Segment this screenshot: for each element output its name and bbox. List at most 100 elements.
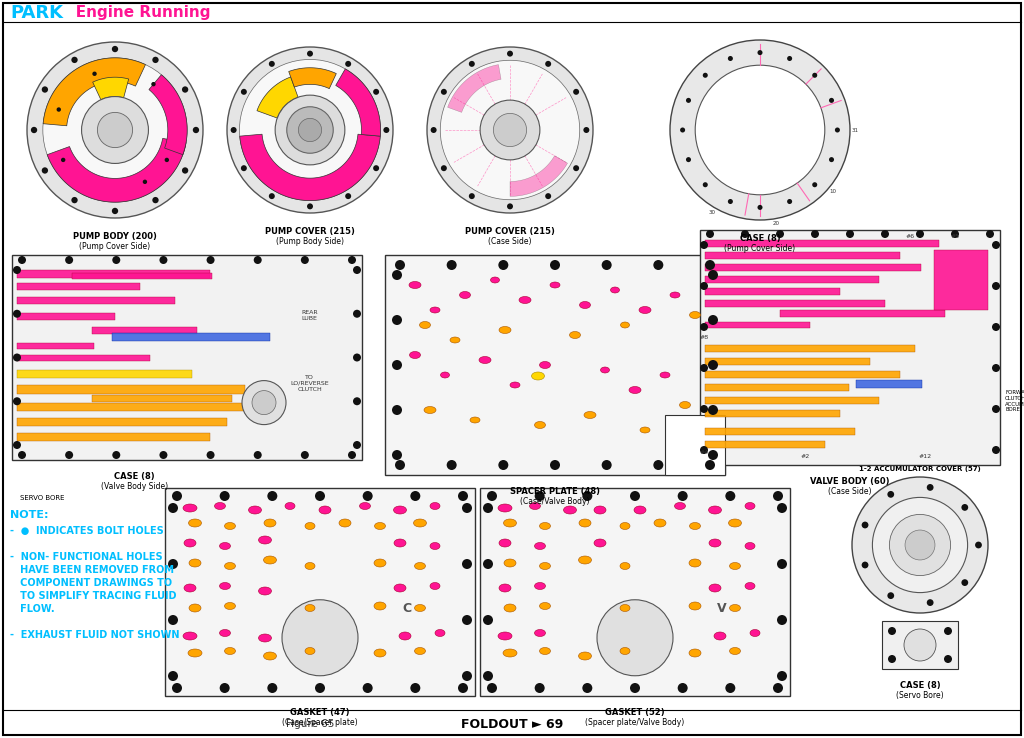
Circle shape [18, 256, 26, 264]
Ellipse shape [394, 539, 406, 547]
Circle shape [700, 405, 708, 413]
Polygon shape [240, 134, 380, 201]
Ellipse shape [579, 556, 592, 564]
Circle shape [345, 61, 351, 67]
Circle shape [905, 530, 935, 560]
Circle shape [777, 671, 787, 681]
Ellipse shape [189, 559, 201, 567]
Ellipse shape [498, 632, 512, 640]
Circle shape [777, 615, 787, 625]
Ellipse shape [410, 351, 421, 359]
Ellipse shape [258, 536, 271, 544]
Circle shape [706, 230, 714, 238]
Ellipse shape [263, 556, 276, 564]
Circle shape [725, 491, 735, 501]
Circle shape [776, 230, 784, 238]
Ellipse shape [621, 322, 630, 328]
Text: (Spacer plate/Valve Body): (Spacer plate/Valve Body) [586, 718, 685, 727]
Ellipse shape [224, 562, 236, 570]
Text: TO
LO/REVERSE
CLUTCH: TO LO/REVERSE CLUTCH [290, 375, 329, 392]
Ellipse shape [305, 523, 315, 529]
Ellipse shape [435, 630, 445, 636]
Ellipse shape [440, 372, 450, 378]
Ellipse shape [305, 647, 315, 655]
Circle shape [242, 381, 286, 424]
Bar [700, 230, 1000, 465]
Bar [705, 288, 840, 295]
Text: CASE (8): CASE (8) [900, 681, 940, 690]
Circle shape [307, 51, 313, 57]
Polygon shape [43, 58, 145, 125]
Circle shape [348, 451, 356, 459]
Ellipse shape [249, 506, 261, 514]
Circle shape [670, 40, 850, 220]
Circle shape [307, 204, 313, 210]
Circle shape [469, 61, 475, 67]
Ellipse shape [620, 604, 630, 612]
Circle shape [392, 405, 402, 415]
Bar [17, 385, 245, 394]
Circle shape [944, 655, 952, 663]
Text: (Pump Body Side): (Pump Body Side) [276, 237, 344, 246]
Ellipse shape [374, 649, 386, 657]
Ellipse shape [504, 519, 516, 527]
Text: (Case Side): (Case Side) [828, 487, 871, 496]
Bar [480, 488, 790, 696]
Circle shape [890, 514, 950, 576]
Circle shape [172, 683, 182, 693]
Ellipse shape [745, 542, 755, 550]
Circle shape [112, 46, 118, 52]
Bar [705, 441, 825, 448]
Text: 1-2 ACCUMULATOR COVER (57): 1-2 ACCUMULATOR COVER (57) [859, 466, 981, 472]
Circle shape [395, 260, 406, 270]
Ellipse shape [519, 297, 531, 303]
Ellipse shape [620, 523, 630, 529]
Ellipse shape [184, 539, 196, 547]
Ellipse shape [540, 602, 551, 610]
Circle shape [72, 57, 78, 63]
Ellipse shape [709, 506, 722, 514]
Circle shape [829, 157, 834, 162]
Ellipse shape [393, 506, 407, 514]
Circle shape [254, 451, 262, 459]
Circle shape [700, 364, 708, 372]
Circle shape [182, 86, 188, 93]
Ellipse shape [579, 652, 592, 660]
Ellipse shape [640, 427, 650, 433]
Circle shape [758, 205, 763, 210]
Circle shape [43, 58, 187, 202]
Bar [705, 264, 921, 271]
Ellipse shape [729, 562, 740, 570]
Ellipse shape [189, 604, 201, 612]
Bar [17, 355, 150, 361]
Bar [705, 371, 900, 378]
Ellipse shape [563, 506, 577, 514]
Ellipse shape [285, 503, 295, 509]
Circle shape [113, 451, 120, 459]
Circle shape [182, 168, 188, 173]
Bar [72, 273, 212, 279]
Circle shape [829, 98, 834, 103]
Ellipse shape [219, 542, 230, 550]
Ellipse shape [409, 281, 421, 289]
Circle shape [298, 118, 322, 142]
Ellipse shape [183, 632, 197, 640]
Ellipse shape [359, 503, 371, 509]
Circle shape [427, 47, 593, 213]
Ellipse shape [709, 584, 721, 592]
Circle shape [630, 683, 640, 693]
Circle shape [550, 460, 560, 470]
Circle shape [31, 127, 37, 133]
Circle shape [112, 208, 118, 214]
Text: V: V [717, 602, 727, 615]
Circle shape [72, 197, 78, 203]
Ellipse shape [634, 506, 646, 514]
Circle shape [446, 260, 457, 270]
Circle shape [708, 405, 718, 415]
Circle shape [160, 256, 168, 264]
Bar [705, 428, 855, 435]
Circle shape [678, 683, 688, 693]
Circle shape [462, 503, 472, 513]
Ellipse shape [610, 287, 620, 293]
Circle shape [252, 390, 276, 415]
